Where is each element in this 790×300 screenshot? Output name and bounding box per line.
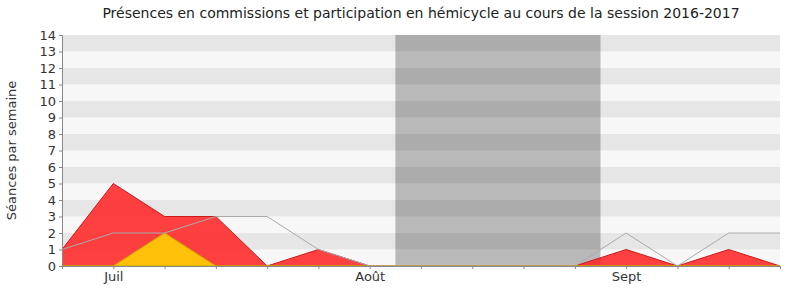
x-tick	[267, 266, 268, 269]
y-tick-label: 3	[48, 209, 56, 224]
y-tick-mark	[59, 134, 62, 135]
y-axis-title: Séances par semaine	[4, 81, 19, 220]
x-tick-mark	[472, 266, 473, 269]
y-tick-label: 12	[39, 61, 56, 76]
y-tick-label: 1	[48, 242, 56, 257]
y-tick-mark	[59, 85, 62, 86]
y-tick-mark	[59, 52, 62, 53]
y-tick-mark	[59, 233, 62, 234]
y-tick-mark	[59, 35, 62, 36]
y-tick: 7	[48, 143, 62, 158]
x-tick	[780, 266, 781, 269]
y-tick-mark	[59, 151, 62, 152]
x-tick-label: Juil	[103, 269, 123, 284]
x-tick	[524, 266, 525, 269]
y-tick-label: 10	[39, 94, 56, 109]
y-tick: 5	[48, 176, 62, 191]
y-tick: 12	[39, 61, 62, 76]
y-tick-label: 11	[39, 77, 56, 92]
y-tick: 2	[48, 226, 62, 241]
x-tick	[729, 266, 730, 269]
x-tick-mark	[677, 266, 678, 269]
y-tick-mark	[59, 101, 62, 102]
series-area	[62, 184, 780, 267]
x-tick-label: Sept	[612, 269, 642, 284]
y-tick: 13	[39, 44, 62, 59]
x-tick: Août	[355, 266, 385, 284]
y-tick: 4	[48, 193, 62, 208]
y-tick-mark	[59, 68, 62, 69]
y-tick-mark	[59, 266, 62, 267]
y-tick-mark	[59, 217, 62, 218]
x-tick-mark	[780, 266, 781, 269]
title: Présences en commissions et participatio…	[102, 5, 739, 21]
x-tick	[216, 266, 217, 269]
series-area	[62, 233, 780, 266]
y-tick-label: 7	[48, 143, 56, 158]
y-tick-label: 2	[48, 226, 56, 241]
y-tick-mark	[59, 167, 62, 168]
y-tick-label: 5	[48, 176, 56, 191]
y-tick-label: 4	[48, 193, 56, 208]
grid	[62, 35, 780, 266]
series-line	[62, 217, 780, 267]
x-tick-mark	[216, 266, 217, 269]
x-tick	[575, 266, 576, 269]
y-tick-mark	[59, 118, 62, 119]
y-tick: 0	[48, 259, 62, 274]
chart: 01234567891011121314JuilAoûtSeptPrésence…	[0, 0, 790, 300]
x-axis-line	[63, 267, 781, 270]
x-tick	[318, 266, 319, 269]
y-tick-label: 8	[48, 127, 56, 142]
x-tick	[62, 266, 63, 269]
y-tick: 10	[39, 94, 62, 109]
y-tick-mark	[59, 184, 62, 185]
x-tick-mark	[318, 266, 319, 269]
y-tick: 1	[48, 242, 62, 257]
y-tick-label: 14	[39, 28, 56, 43]
y-tick-label: 0	[48, 259, 56, 274]
x-tick-mark	[729, 266, 730, 269]
x-tick: Sept	[612, 266, 642, 284]
shaded-period	[395, 35, 600, 266]
y-tick: 14	[39, 28, 62, 43]
x-tick-mark	[165, 266, 166, 269]
y-axis: 01234567891011121314	[39, 28, 62, 274]
x-tick-mark	[421, 266, 422, 269]
x-axis: Juil Août Sept	[63, 266, 781, 284]
x-tick-mark	[267, 266, 268, 269]
x-tick	[472, 266, 473, 269]
x-tick	[421, 266, 422, 269]
y-tick: 3	[48, 209, 62, 224]
y-tick-mark	[59, 250, 62, 251]
plot-area	[62, 35, 780, 266]
x-tick-label: Août	[355, 269, 385, 284]
x-tick-mark	[62, 266, 63, 269]
y-tick: 8	[48, 127, 62, 142]
y-tick: 11	[39, 77, 62, 92]
y-tick: 6	[48, 160, 62, 175]
y-tick: 9	[48, 110, 62, 125]
x-tick	[677, 266, 678, 269]
y-tick-label: 6	[48, 160, 56, 175]
y-tick-label: 13	[39, 44, 56, 59]
x-tick	[165, 266, 166, 269]
y-tick-label: 9	[48, 110, 56, 125]
y-tick-mark	[59, 200, 62, 201]
x-tick-mark	[524, 266, 525, 269]
y-axis-line	[59, 36, 63, 267]
x-tick: Juil	[103, 266, 123, 284]
x-tick-mark	[575, 266, 576, 269]
